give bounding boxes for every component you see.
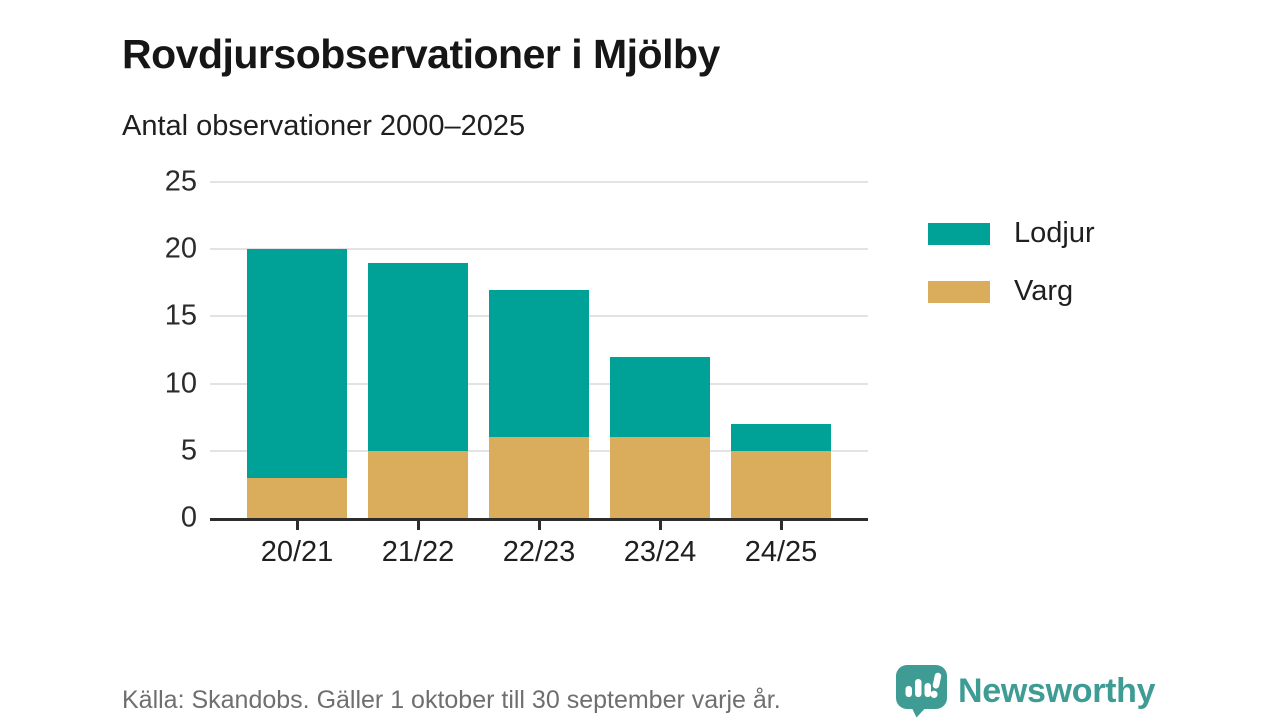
x-axis-tick xyxy=(295,521,299,530)
x-axis-cell-21/22: 21/22 xyxy=(368,521,468,569)
newsworthy-wordmark: Newsworthy xyxy=(958,671,1156,710)
x-axis-tick-label-24/25: 24/25 xyxy=(744,536,818,568)
plot-area: 0 5 10 15 20 25 xyxy=(165,166,868,534)
bar-segment-lodjur-24/25 xyxy=(731,423,831,451)
x-axis-tick xyxy=(658,521,662,530)
bar-segment-varg-22/23 xyxy=(489,437,589,518)
legend-label-lodjur: Lodjur xyxy=(1014,217,1095,249)
x-axis-tick-label-20/21: 20/21 xyxy=(260,536,334,568)
bar-segment-varg-24/25 xyxy=(731,450,831,518)
bar-24/25 xyxy=(731,182,831,518)
bar-segment-varg-20/21 xyxy=(247,477,347,518)
legend-label-varg: Varg xyxy=(1014,275,1074,307)
x-axis-tick xyxy=(416,521,420,530)
x-axis-cell-22/23: 22/23 xyxy=(489,521,589,569)
bar-segment-lodjur-22/23 xyxy=(489,289,589,438)
y-axis-tick-label-10: 10 xyxy=(164,367,197,400)
bar-22/23 xyxy=(489,182,589,518)
y-axis-tick-label-0: 0 xyxy=(180,501,197,534)
x-axis-tick-label-22/23: 22/23 xyxy=(502,536,576,568)
bar-23/24 xyxy=(610,182,710,518)
stacked-bar-chart: 0 5 10 15 20 25 20/21 21/22 22/23 23/24 24/25 xyxy=(165,166,868,569)
y-axis-tick-label-20: 20 xyxy=(164,232,197,265)
x-axis-cell-24/25: 24/25 xyxy=(731,521,831,569)
legend-swatch-varg xyxy=(928,280,990,303)
chart-title: Rovdjursobservationer i Mjölby xyxy=(122,31,720,78)
bar-segment-varg-21/22 xyxy=(368,450,468,518)
legend-item-lodjur: Lodjur xyxy=(928,217,1095,250)
legend: Lodjur Varg xyxy=(928,217,1095,308)
bar-segment-lodjur-20/21 xyxy=(247,249,347,478)
y-axis-tick-label-25: 25 xyxy=(164,165,197,198)
bar-segment-varg-23/24 xyxy=(610,437,710,518)
x-axis-cell-20/21: 20/21 xyxy=(247,521,347,569)
x-axis-tick-label-21/22: 21/22 xyxy=(381,536,455,568)
source-note: Källa: Skandobs. Gäller 1 oktober till 3… xyxy=(122,686,781,714)
x-axis-labels: 20/21 21/22 22/23 23/24 24/25 xyxy=(210,521,868,569)
y-axis-tick-label-5: 5 xyxy=(180,434,197,467)
legend-swatch-lodjur xyxy=(928,222,990,245)
bar-21/22 xyxy=(368,182,468,518)
x-axis-cell-23/24: 23/24 xyxy=(610,521,710,569)
bar-20/21 xyxy=(247,182,347,518)
legend-item-varg: Varg xyxy=(928,275,1095,308)
x-axis-tick xyxy=(537,521,541,530)
x-axis-tick-label-23/24: 23/24 xyxy=(623,536,697,568)
newsworthy-logo-icon xyxy=(896,665,947,718)
x-axis-tick xyxy=(779,521,783,530)
bars-container xyxy=(210,182,868,518)
newsworthy-branding: Newsworthy xyxy=(895,664,1156,718)
bar-segment-lodjur-21/22 xyxy=(368,262,468,451)
y-axis-tick-label-15: 15 xyxy=(164,299,197,332)
bar-segment-lodjur-23/24 xyxy=(610,356,710,438)
chart-subtitle: Antal observationer 2000–2025 xyxy=(122,110,526,142)
gridline-y-25 xyxy=(210,181,868,183)
gridline-y-20 xyxy=(210,248,868,251)
